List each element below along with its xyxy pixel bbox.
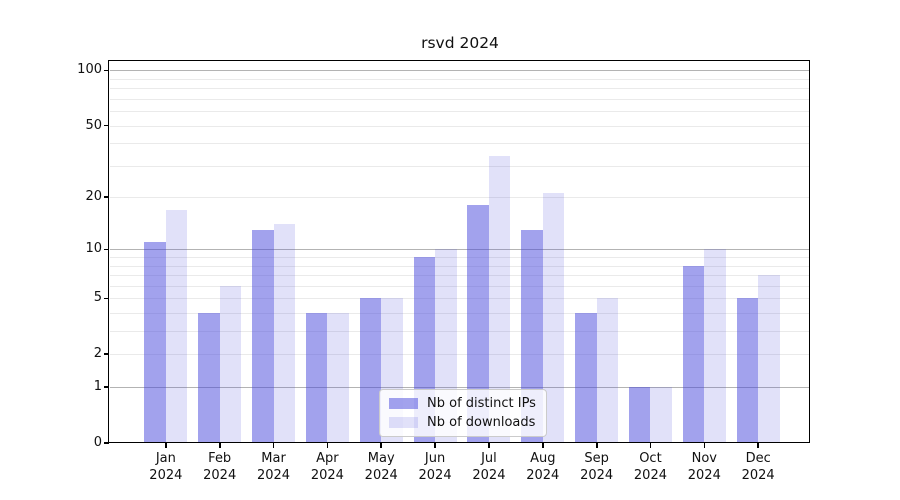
y-gridline-minor — [110, 111, 810, 113]
legend-swatch-downloads — [389, 417, 418, 428]
y-gridline-minor — [110, 285, 810, 287]
y-tick-label: 100 — [77, 62, 102, 78]
x-tick — [757, 443, 760, 448]
legend-label-distinct-ips: Nb of distinct IPs — [427, 396, 536, 411]
x-tick-label: Aug 2024 — [526, 451, 560, 483]
y-gridline-minor — [110, 313, 810, 315]
x-tick-label: Feb 2024 — [203, 451, 237, 483]
y-gridline-minor — [110, 143, 810, 145]
y-gridline-minor — [110, 265, 810, 267]
y-tick — [104, 386, 109, 388]
y-gridline-major — [110, 387, 810, 389]
x-tick-label: May 2024 — [364, 451, 398, 483]
bar-ips-feb — [198, 313, 220, 443]
x-tick — [165, 443, 167, 448]
x-tick-label: Apr 2024 — [310, 451, 344, 483]
x-tick-label: Dec 2024 — [741, 451, 775, 483]
x-tick — [272, 443, 275, 448]
bar-ips-sep — [575, 313, 597, 443]
y-tick-label: 5 — [93, 290, 102, 306]
x-tick-label: Jul 2024 — [472, 451, 506, 483]
bar-downloads-jul — [488, 155, 511, 443]
bar-downloads-jan — [165, 209, 188, 443]
bar-ips-nov — [682, 265, 705, 443]
y-tick-label: 1 — [93, 379, 102, 395]
y-gridline-minor — [110, 331, 810, 333]
legend-swatch-distinct-ips — [389, 398, 418, 409]
y-tick — [104, 69, 109, 72]
x-tick — [326, 443, 329, 448]
chart-title: rsvd 2024 — [421, 34, 499, 52]
legend-label-downloads: Nb of downloads — [427, 415, 536, 430]
bar-downloads-aug — [542, 193, 565, 443]
bar-downloads-nov — [704, 249, 726, 443]
bar-downloads-oct — [650, 387, 672, 443]
x-tick-label: Nov 2024 — [687, 451, 721, 483]
y-gridline-minor — [110, 125, 810, 127]
bar-ips-dec — [736, 298, 759, 443]
x-tick — [218, 443, 221, 448]
x-tick — [380, 443, 383, 448]
bar-ips-jan — [144, 242, 166, 443]
y-tick-label: 0 — [93, 435, 102, 450]
y-gridline-major — [110, 70, 810, 72]
y-tick — [104, 248, 109, 251]
y-gridline-major — [110, 249, 810, 251]
y-gridline-minor — [110, 275, 810, 277]
bar-downloads-mar — [273, 224, 296, 443]
x-tick — [649, 443, 652, 448]
bar-ips-apr — [305, 313, 328, 443]
legend-item-downloads: Nb of downloads — [389, 415, 537, 430]
x-tick — [434, 443, 436, 448]
x-tick — [595, 443, 598, 448]
y-gridline-minor — [110, 165, 810, 167]
y-tick-label: 20 — [85, 189, 102, 205]
bar-ips-oct — [628, 387, 651, 443]
y-tick-label: 50 — [85, 117, 102, 133]
y-gridline-minor — [110, 298, 810, 300]
x-tick-label: Oct 2024 — [633, 451, 667, 483]
x-tick — [703, 443, 706, 448]
bar-downloads-dec — [758, 275, 780, 443]
legend-item-distinct-ips: Nb of distinct IPs — [389, 396, 537, 411]
y-tick-label: 10 — [85, 241, 102, 257]
x-tick-label: Sep 2024 — [580, 451, 614, 483]
bar-ips-jul — [467, 205, 489, 443]
x-tick-label: Jun 2024 — [418, 451, 452, 483]
y-gridline-minor — [110, 98, 810, 100]
x-tick — [541, 443, 544, 448]
y-gridline-minor — [110, 78, 810, 80]
y-gridline-minor — [110, 354, 810, 356]
y-gridline-minor — [110, 197, 810, 199]
x-tick-label: Mar 2024 — [256, 451, 291, 483]
bar-ips-mar — [252, 229, 274, 443]
x-tick-label: Jan 2024 — [149, 451, 183, 483]
bar-downloads-feb — [219, 285, 242, 443]
y-tick — [104, 124, 109, 127]
y-tick — [104, 442, 109, 444]
bar-downloads-apr — [327, 313, 349, 443]
bar-ips-may — [359, 298, 382, 443]
legend: Nb of distinct IPs Nb of downloads — [379, 389, 547, 437]
y-tick — [104, 297, 109, 300]
bar-downloads-sep — [596, 298, 619, 443]
x-tick — [488, 443, 490, 448]
y-tick — [104, 196, 109, 199]
y-gridline-minor — [110, 88, 810, 90]
y-tick-label: 2 — [93, 346, 102, 362]
y-tick — [104, 353, 109, 356]
y-gridline-minor — [110, 257, 810, 259]
